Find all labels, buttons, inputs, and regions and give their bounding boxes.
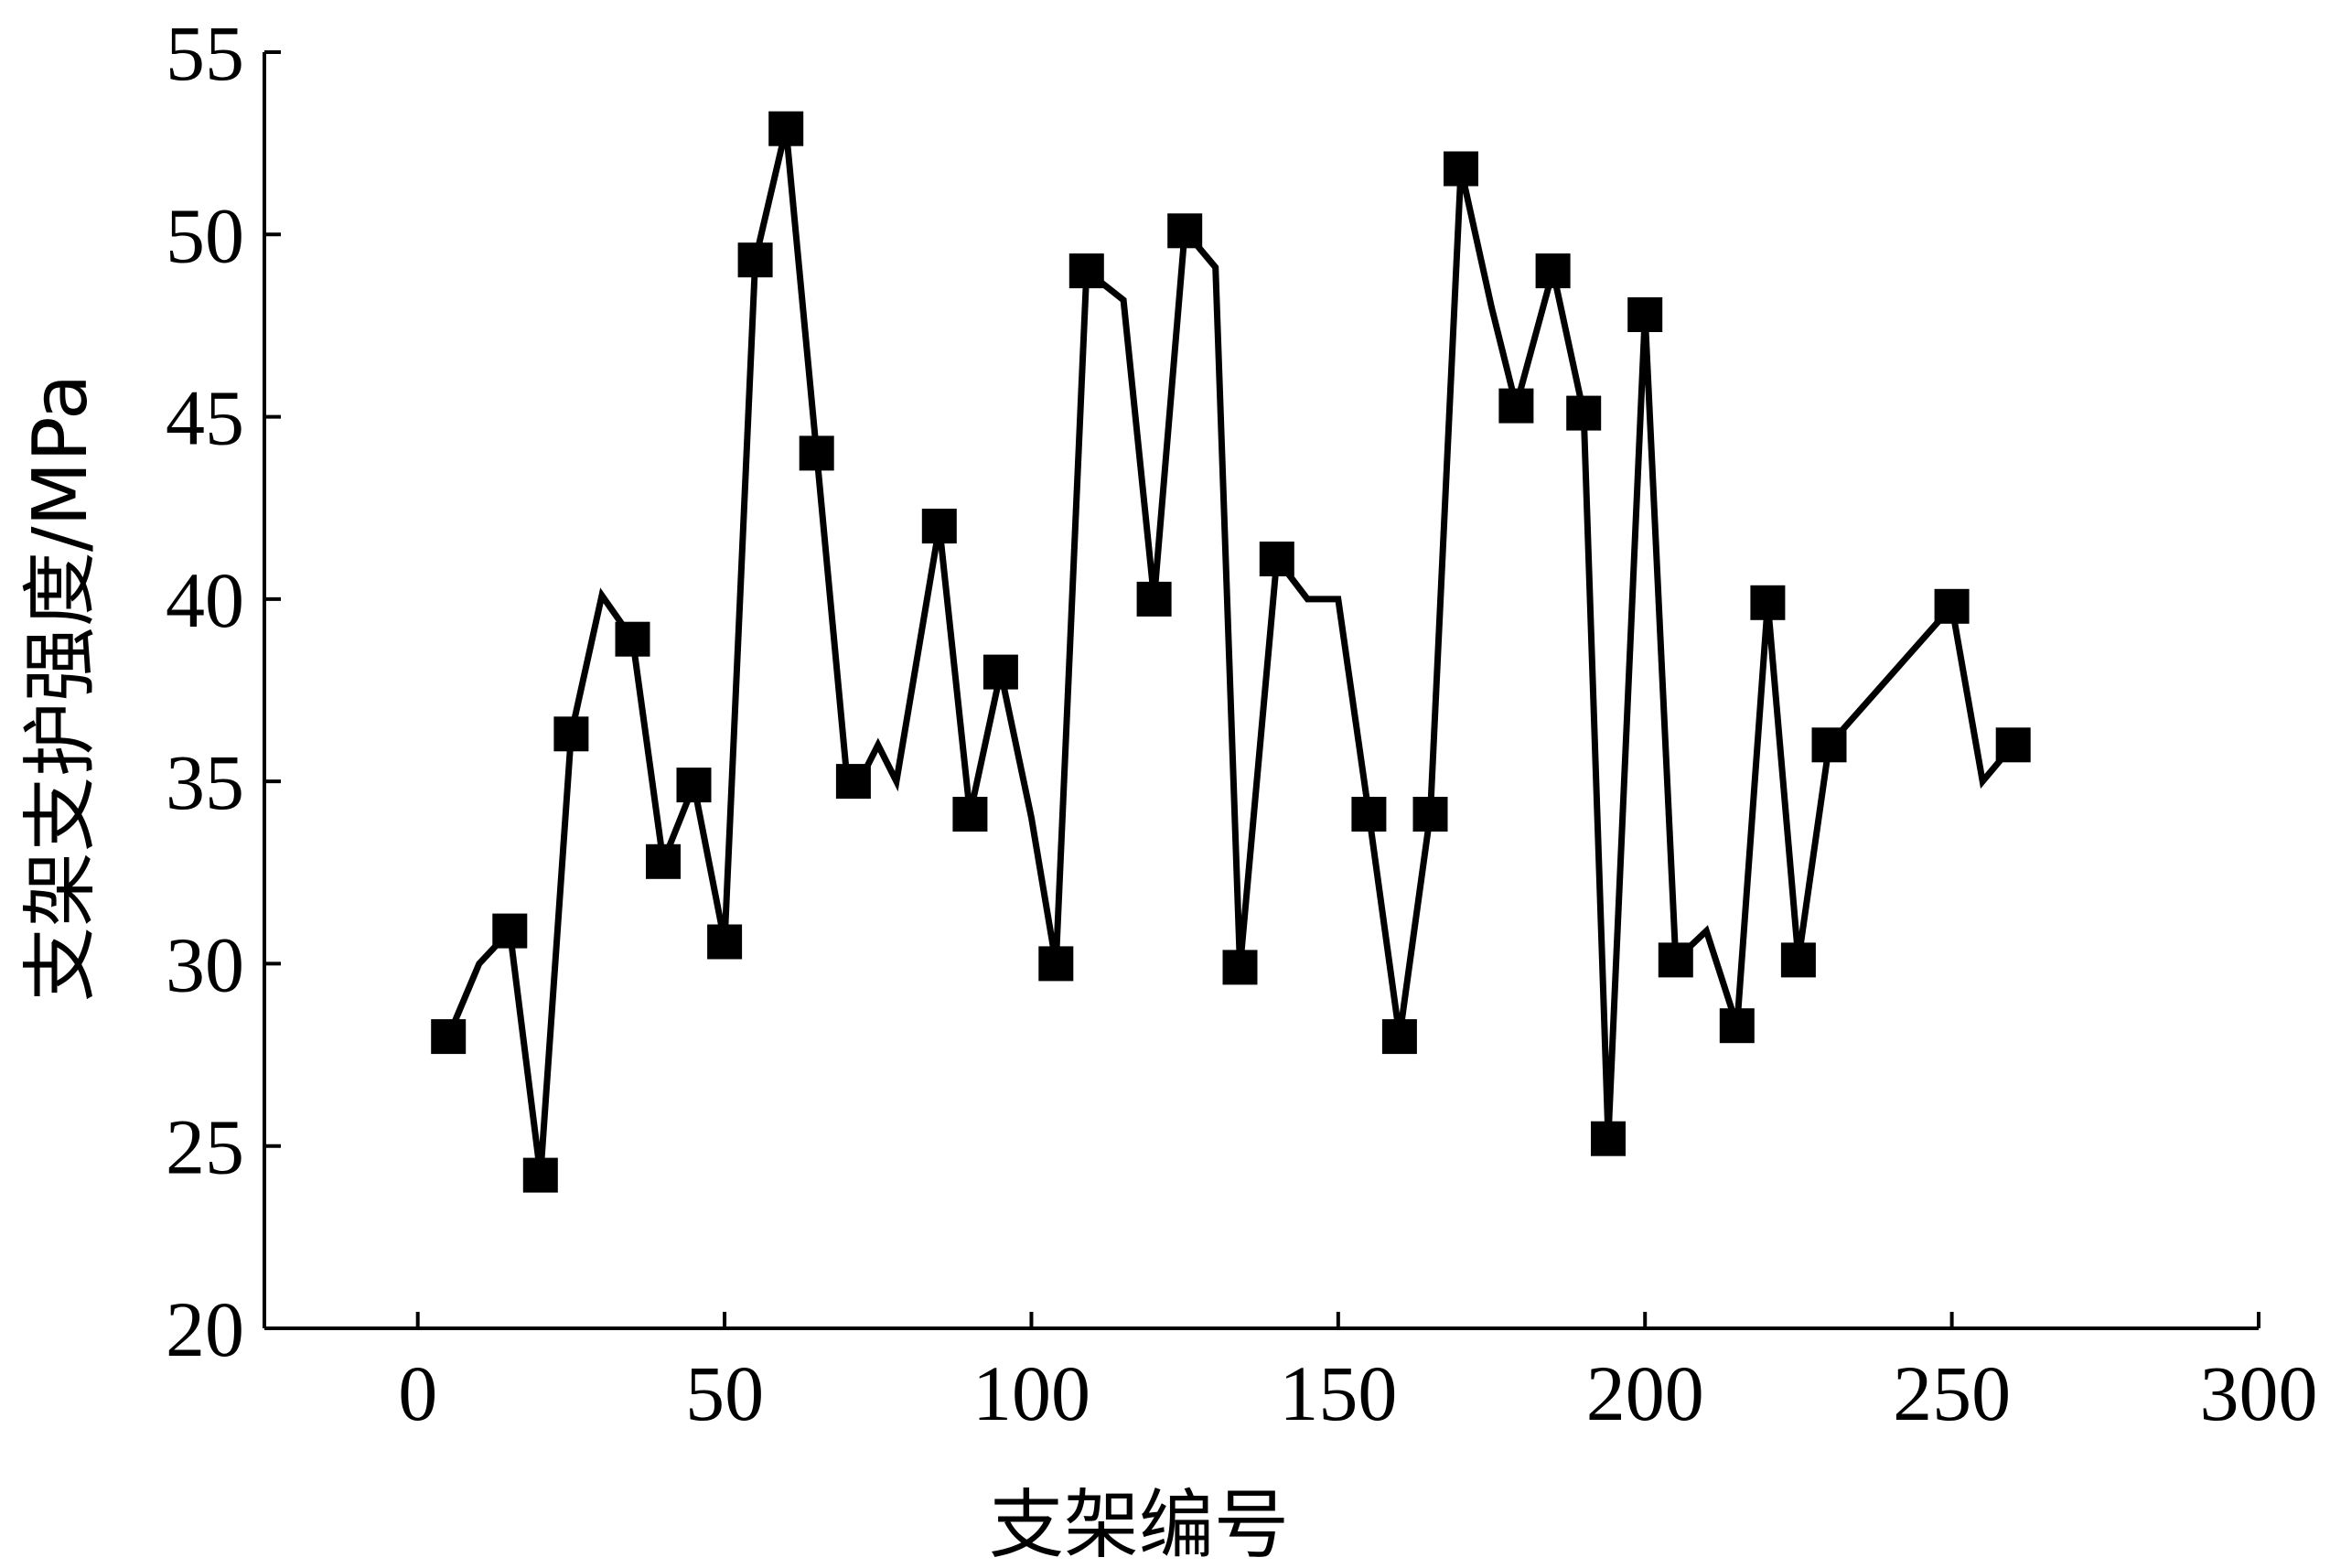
- data-point-marker: [1811, 727, 1847, 763]
- data-point-marker: [1566, 395, 1602, 431]
- x-tick-label: 300: [2200, 1349, 2318, 1437]
- y-tick-label: 20: [166, 1285, 244, 1373]
- x-tick-label: 200: [1586, 1349, 1704, 1437]
- data-point-marker: [522, 1157, 558, 1193]
- data-point-marker: [1068, 253, 1104, 289]
- data-point-marker: [1381, 1019, 1417, 1055]
- data-point-marker: [1412, 797, 1448, 832]
- data-point-marker: [982, 654, 1018, 690]
- x-tick-label: 150: [1279, 1349, 1397, 1437]
- data-point-marker: [1591, 1121, 1626, 1156]
- data-point-marker: [1038, 946, 1074, 982]
- series-line: [445, 127, 2016, 1176]
- markers: [431, 111, 2031, 1193]
- x-ticks: 0 50 100 150 200 250 300: [398, 1312, 2318, 1437]
- data-point-marker: [1535, 253, 1571, 289]
- data-point-marker: [1780, 942, 1816, 978]
- x-tick-label: 100: [972, 1349, 1090, 1437]
- data-point-marker: [1719, 1008, 1755, 1044]
- data-point-marker: [1658, 942, 1693, 978]
- data-point-marker: [1351, 797, 1387, 832]
- data-point-marker: [1259, 542, 1294, 576]
- data-point-marker: [492, 913, 528, 949]
- data-point-marker: [1995, 727, 2031, 763]
- y-tick-label: 30: [166, 920, 244, 1008]
- data-point-marker: [1444, 151, 1478, 187]
- data-point-marker: [1136, 581, 1172, 617]
- data-point-marker: [1934, 588, 1970, 624]
- data-point-marker: [1750, 585, 1786, 620]
- data-point-marker: [1222, 950, 1258, 985]
- data-point-marker: [737, 242, 773, 278]
- data-point-marker: [1627, 297, 1663, 332]
- x-axis-title: 支架编号: [989, 1482, 1289, 1568]
- y-tick-label: 45: [166, 374, 244, 462]
- data-point-marker: [921, 509, 957, 544]
- y-ticks: 20 25 30 35 40 45 50 55: [166, 9, 281, 1373]
- data-point-marker: [835, 764, 871, 800]
- x-tick-label: 0: [398, 1349, 437, 1437]
- y-tick-label: 25: [166, 1103, 244, 1191]
- y-tick-label: 35: [166, 738, 244, 826]
- data-point-marker: [1498, 388, 1534, 424]
- x-tick-label: 250: [1893, 1349, 2011, 1437]
- y-axis-title: 支架支护强度/MPa: [17, 374, 104, 1002]
- y-tick-label: 50: [166, 191, 244, 279]
- series: [445, 127, 2016, 1176]
- data-point-marker: [707, 924, 743, 960]
- data-point-marker: [1167, 213, 1203, 249]
- x-tick-label: 50: [685, 1349, 764, 1437]
- data-point-marker: [553, 716, 589, 752]
- y-tick-label: 55: [166, 9, 244, 97]
- data-point-marker: [768, 111, 804, 146]
- axes: [263, 52, 2259, 1330]
- data-point-marker: [646, 843, 681, 879]
- data-point-marker: [431, 1019, 467, 1055]
- data-point-marker: [952, 797, 988, 832]
- data-point-marker: [615, 621, 650, 657]
- data-point-marker: [799, 435, 834, 471]
- y-tick-label: 40: [166, 556, 244, 644]
- data-point-marker: [676, 768, 712, 803]
